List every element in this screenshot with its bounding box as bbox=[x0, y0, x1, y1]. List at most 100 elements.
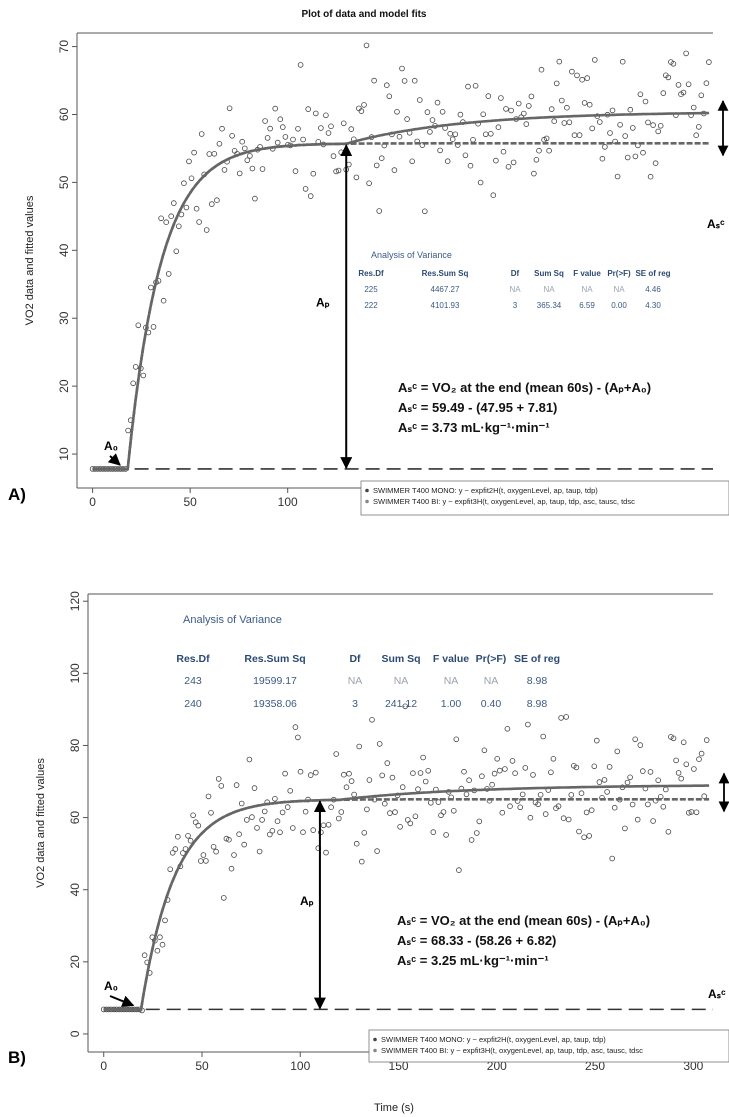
data-point bbox=[252, 786, 257, 791]
anova-cell: 243 bbox=[184, 675, 202, 687]
data-point bbox=[390, 775, 395, 780]
y-axis-label: VO2 data and fitted values bbox=[24, 195, 36, 325]
data-point bbox=[612, 805, 617, 810]
data-point bbox=[681, 740, 686, 745]
data-point bbox=[204, 859, 209, 864]
anova-header: Res.Sum Sq bbox=[244, 653, 305, 665]
data-point bbox=[510, 759, 515, 764]
chart-panel-b: 0 50 100 150 200 250 300020406080100120VO2 dat… bbox=[8, 591, 729, 1073]
data-point bbox=[477, 819, 482, 824]
anova-table: Analysis of VarianceRes.Df Res.Sum Sq Df Su… bbox=[358, 250, 670, 310]
y-tick-label: 70 bbox=[57, 40, 71, 54]
data-point bbox=[528, 815, 533, 820]
data-point bbox=[212, 151, 217, 156]
data-point bbox=[377, 742, 382, 747]
data-point bbox=[301, 137, 306, 142]
data-point bbox=[473, 83, 478, 88]
anova-title: Analysis of Variance bbox=[371, 250, 452, 260]
data-point bbox=[521, 111, 526, 116]
data-point bbox=[483, 132, 488, 137]
data-point bbox=[463, 153, 468, 158]
formula-line: Aₛᶜ = VO₂ at the end (mean 60s) - (Aₚ+A₀… bbox=[398, 380, 651, 395]
data-point bbox=[131, 381, 136, 386]
data-point bbox=[610, 856, 615, 861]
data-point bbox=[666, 829, 671, 834]
anova-cell: 8.98 bbox=[527, 698, 548, 710]
data-point bbox=[603, 145, 608, 150]
data-point bbox=[551, 756, 556, 761]
data-point bbox=[197, 220, 202, 225]
data-point bbox=[173, 847, 178, 852]
data-point bbox=[171, 201, 176, 206]
data-point bbox=[543, 812, 548, 817]
data-point bbox=[141, 373, 146, 378]
data-point bbox=[242, 146, 247, 151]
ap-label: Aₚ bbox=[316, 296, 330, 310]
legend-entry: SWIMMER T400 MONO: y ~ expfit2H(t, oxyge… bbox=[381, 1035, 606, 1044]
data-point bbox=[193, 820, 198, 825]
data-point bbox=[234, 783, 239, 788]
x-tick-label: 100 bbox=[290, 1059, 310, 1073]
data-point bbox=[398, 824, 403, 829]
data-point bbox=[539, 67, 544, 72]
data-point bbox=[221, 896, 226, 901]
data-point bbox=[405, 117, 410, 122]
data-point bbox=[486, 94, 491, 99]
data-point bbox=[367, 181, 372, 186]
data-point bbox=[188, 838, 193, 843]
data-point bbox=[577, 829, 582, 834]
data-point bbox=[633, 154, 638, 159]
data-point bbox=[469, 838, 474, 843]
data-point bbox=[214, 849, 219, 854]
data-point bbox=[293, 725, 298, 730]
data-point bbox=[250, 166, 255, 171]
data-point bbox=[488, 131, 493, 136]
formula-line: Aₛᶜ = 59.49 - (47.95 + 7.81) bbox=[398, 400, 557, 415]
anova-cell: 0.00 bbox=[611, 301, 627, 310]
data-point bbox=[426, 768, 431, 773]
data-point bbox=[594, 738, 599, 743]
data-point bbox=[441, 810, 446, 815]
data-point bbox=[646, 802, 651, 807]
data-point bbox=[444, 833, 449, 838]
data-point bbox=[549, 770, 554, 775]
data-point bbox=[339, 810, 344, 815]
data-point bbox=[607, 765, 612, 770]
data-point bbox=[374, 163, 379, 168]
data-point bbox=[168, 867, 173, 872]
data-point bbox=[413, 814, 418, 819]
data-point bbox=[464, 792, 469, 797]
data-point bbox=[229, 866, 234, 871]
data-point bbox=[220, 126, 225, 131]
y-axis-label: VO2 data and fitted values bbox=[35, 758, 47, 888]
data-point bbox=[445, 159, 450, 164]
data-point bbox=[523, 766, 528, 771]
data-point bbox=[296, 126, 301, 131]
formula-line: Aₛᶜ = 3.25 mL·kg⁻¹·min⁻¹ bbox=[397, 953, 549, 968]
y-tick-label: 120 bbox=[68, 591, 82, 611]
data-point bbox=[676, 771, 681, 776]
data-point bbox=[605, 790, 610, 795]
anova-cell: 3 bbox=[352, 698, 358, 710]
figure-title: Plot of data and model fits bbox=[301, 9, 426, 20]
formula-line: Aₛᶜ = 68.33 - (58.26 + 6.82) bbox=[397, 933, 556, 948]
data-point bbox=[421, 755, 426, 760]
anova-cell: 365.34 bbox=[537, 301, 562, 310]
data-point bbox=[492, 771, 497, 776]
data-point bbox=[428, 130, 433, 135]
data-point bbox=[630, 126, 635, 131]
data-point bbox=[176, 224, 181, 229]
data-point bbox=[656, 129, 661, 134]
data-point bbox=[411, 771, 416, 776]
anova-header: Res.Sum Sq bbox=[422, 269, 469, 278]
anova-cell: 4467.27 bbox=[431, 285, 460, 294]
data-point bbox=[478, 180, 483, 185]
anova-cell: NA bbox=[484, 675, 499, 687]
data-point bbox=[408, 821, 413, 826]
data-point bbox=[584, 810, 589, 815]
data-point bbox=[552, 119, 557, 124]
anova-title: Analysis of Variance bbox=[183, 614, 282, 626]
data-point bbox=[529, 94, 534, 99]
data-point bbox=[158, 935, 163, 940]
data-point bbox=[354, 175, 359, 180]
